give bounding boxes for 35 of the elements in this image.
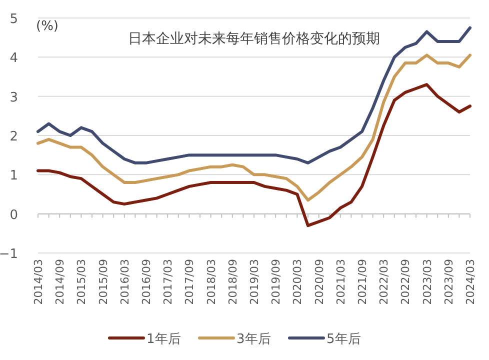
x-tick-label: 2020/09	[312, 259, 326, 305]
x-tick-label: 2018/03	[204, 259, 218, 305]
x-tick-label: 2024/03	[464, 259, 477, 305]
y-tick-label: 3	[10, 90, 18, 106]
y-tick-label: 2	[10, 130, 18, 144]
y-axis-title: (%)	[36, 19, 58, 34]
y-tick-label: −1	[0, 247, 18, 262]
x-tick-label: 2015/03	[75, 259, 88, 305]
x-tick-label: 2022/03	[378, 259, 391, 305]
legend-label: 5年后	[326, 332, 361, 347]
x-tick-label: 2014/09	[54, 259, 67, 305]
x-tick-label: 2017/09	[183, 259, 196, 305]
x-tick-label: 2018/09	[226, 259, 240, 305]
x-tick-label: 2023/03	[420, 259, 434, 305]
x-tick-label: 2019/03	[248, 259, 261, 305]
x-tick-label: 2014/03	[32, 259, 45, 305]
y-tick-label: 1	[10, 168, 18, 184]
x-tick-label: 2020/03	[291, 259, 304, 305]
x-tick-label: 2017/03	[162, 259, 175, 305]
legend-label: 1年后	[146, 332, 181, 347]
x-tick-label: 2021/03	[334, 259, 348, 305]
text: 日本企业对未来每年销售价格变化的预期	[128, 31, 380, 47]
x-tick-label: 2021/09	[356, 259, 369, 305]
line-series	[36, 83, 472, 228]
line-series	[36, 54, 472, 202]
legend-label: 3年后	[236, 332, 271, 347]
x-tick-label: 2023/09	[442, 259, 456, 305]
x-tick-label: 2015/09	[96, 259, 110, 305]
x-tick-label: 2019/09	[270, 259, 283, 305]
x-tick-label: 2016/09	[140, 259, 153, 305]
y-tick-label: 0	[10, 208, 18, 223]
y-tick-label: 5	[10, 12, 18, 27]
x-tick-label: 2022/09	[399, 259, 412, 305]
x-tick-label: 2016/03	[118, 259, 132, 305]
y-tick-label: 4	[10, 51, 18, 66]
